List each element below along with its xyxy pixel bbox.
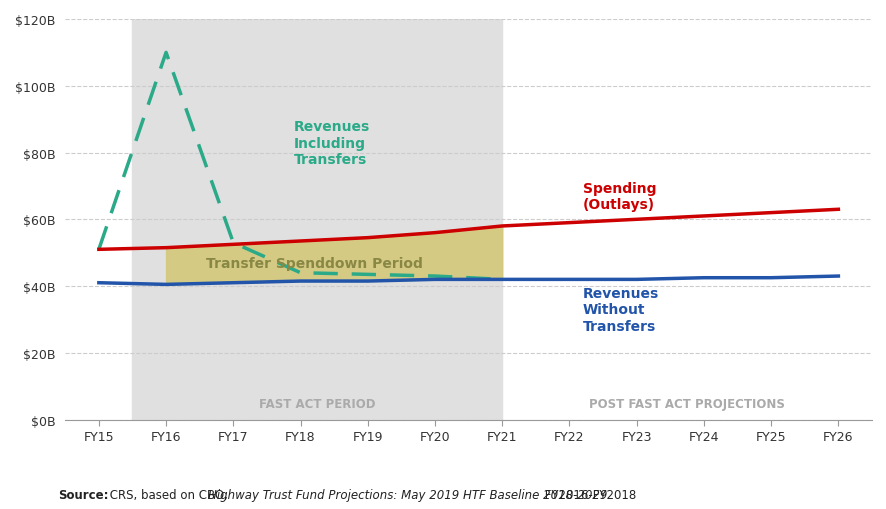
- Text: CRS, based on CBO,: CRS, based on CBO,: [106, 489, 232, 501]
- Text: Transfer Spenddown Period: Transfer Spenddown Period: [206, 256, 422, 270]
- Text: Spending
(Outlays): Spending (Outlays): [582, 182, 656, 212]
- Text: FAST ACT PERIOD: FAST ACT PERIOD: [259, 397, 375, 410]
- Text: Revenues
Including
Transfers: Revenues Including Transfers: [293, 120, 369, 166]
- Text: Revenues
Without
Transfers: Revenues Without Transfers: [582, 287, 658, 333]
- Text: FY2016-FY2018: FY2016-FY2018: [540, 489, 635, 501]
- Text: Highway Trust Fund Projections: May 2019 HTF Baseline 2018-2029.: Highway Trust Fund Projections: May 2019…: [208, 489, 610, 501]
- Text: Source:: Source:: [58, 489, 108, 501]
- Bar: [132, 20, 501, 420]
- Text: POST FAST ACT PROJECTIONS: POST FAST ACT PROJECTIONS: [588, 397, 784, 410]
